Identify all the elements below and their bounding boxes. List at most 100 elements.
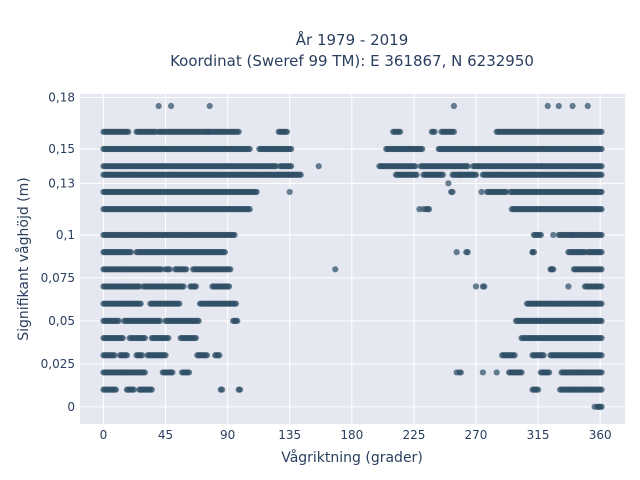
data-point [413,171,420,178]
data-point [598,171,605,178]
chart-title-line-2: Koordinat (Sweref 99 TM): E 361867, N 62… [170,52,534,70]
data-point [115,317,122,324]
data-point [225,283,233,290]
data-point [598,334,605,342]
data-point [274,171,281,178]
data-point [439,171,446,178]
y-tick-label: 0,1 [56,228,75,242]
x-tick-label: 45 [158,428,173,442]
data-point [232,300,240,307]
data-point [472,171,480,178]
data-point [598,249,605,256]
data-point [445,180,452,187]
data-point [595,403,602,410]
data-point [234,317,241,324]
data-point [450,128,458,135]
data-point [478,188,485,196]
data-point [332,266,339,273]
data-point [425,206,433,213]
data-point [420,206,427,213]
data-point [162,352,169,359]
data-point [598,188,605,196]
data-point [137,300,144,307]
data-point [397,128,404,135]
data-point [253,188,260,196]
data-point [537,231,544,239]
chart-title-line-1: År 1979 - 2019 [296,30,409,49]
data-point [148,386,155,393]
x-tick-label: 180 [340,428,363,442]
data-point [584,102,591,110]
data-point [192,283,199,290]
data-point [450,102,458,110]
data-point [412,163,419,170]
data-point [127,249,135,256]
x-tick-label: 90 [220,428,235,442]
data-point [169,369,176,376]
data-point [453,369,460,376]
y-tick-label: 0,075 [41,271,75,285]
data-point [221,249,228,256]
data-point [246,145,253,153]
data-point [315,163,322,170]
data-point [166,266,173,273]
data-point [183,266,190,273]
data-point [419,145,426,153]
data-point [511,352,518,359]
data-point [493,369,500,376]
x-tick-label: 315 [527,428,550,442]
data-point [235,128,242,135]
data-point [534,386,542,393]
data-point [288,163,295,170]
data-point [529,249,536,256]
data-point [176,300,183,307]
data-point [130,386,137,393]
data-point [598,128,605,135]
data-point [205,128,212,135]
data-point [598,317,605,324]
data-points [100,102,605,410]
y-tick-label: 0,13 [48,176,75,190]
data-point [555,102,562,110]
data-point [192,334,199,342]
data-point [449,188,456,196]
data-point [155,102,162,110]
data-point [203,352,211,359]
data-point [195,317,202,324]
data-point [206,102,213,110]
y-tick-label: 0 [67,400,75,414]
data-point [453,249,460,256]
data-point [123,352,131,359]
data-point [472,283,480,290]
data-point [540,352,547,359]
data-point [431,128,438,135]
data-point [598,206,605,213]
data-point [598,231,605,239]
data-point [598,283,605,290]
data-point [125,128,132,135]
data-point [598,163,605,170]
data-point [138,352,146,359]
data-point [464,163,471,170]
data-point [283,128,291,135]
x-axis-label: Vågriktning (grader) [281,449,423,466]
x-tick-labels: 0 45 90 135 180 225 270 315 360 [100,428,612,442]
data-point [598,352,605,359]
data-point [565,283,572,290]
x-tick-label: 360 [589,428,612,442]
y-tick-label: 0,05 [48,314,75,328]
y-tick-label: 0,18 [48,90,75,104]
data-point [598,386,605,393]
data-point [141,334,148,342]
data-point [598,145,605,153]
data-point [111,352,118,359]
data-point [236,386,244,393]
x-tick-label: 270 [465,428,488,442]
data-point [185,369,193,376]
data-point [598,369,605,376]
data-point [464,249,471,256]
data-point [465,171,473,178]
data-point [165,334,172,342]
data-point [156,317,164,324]
